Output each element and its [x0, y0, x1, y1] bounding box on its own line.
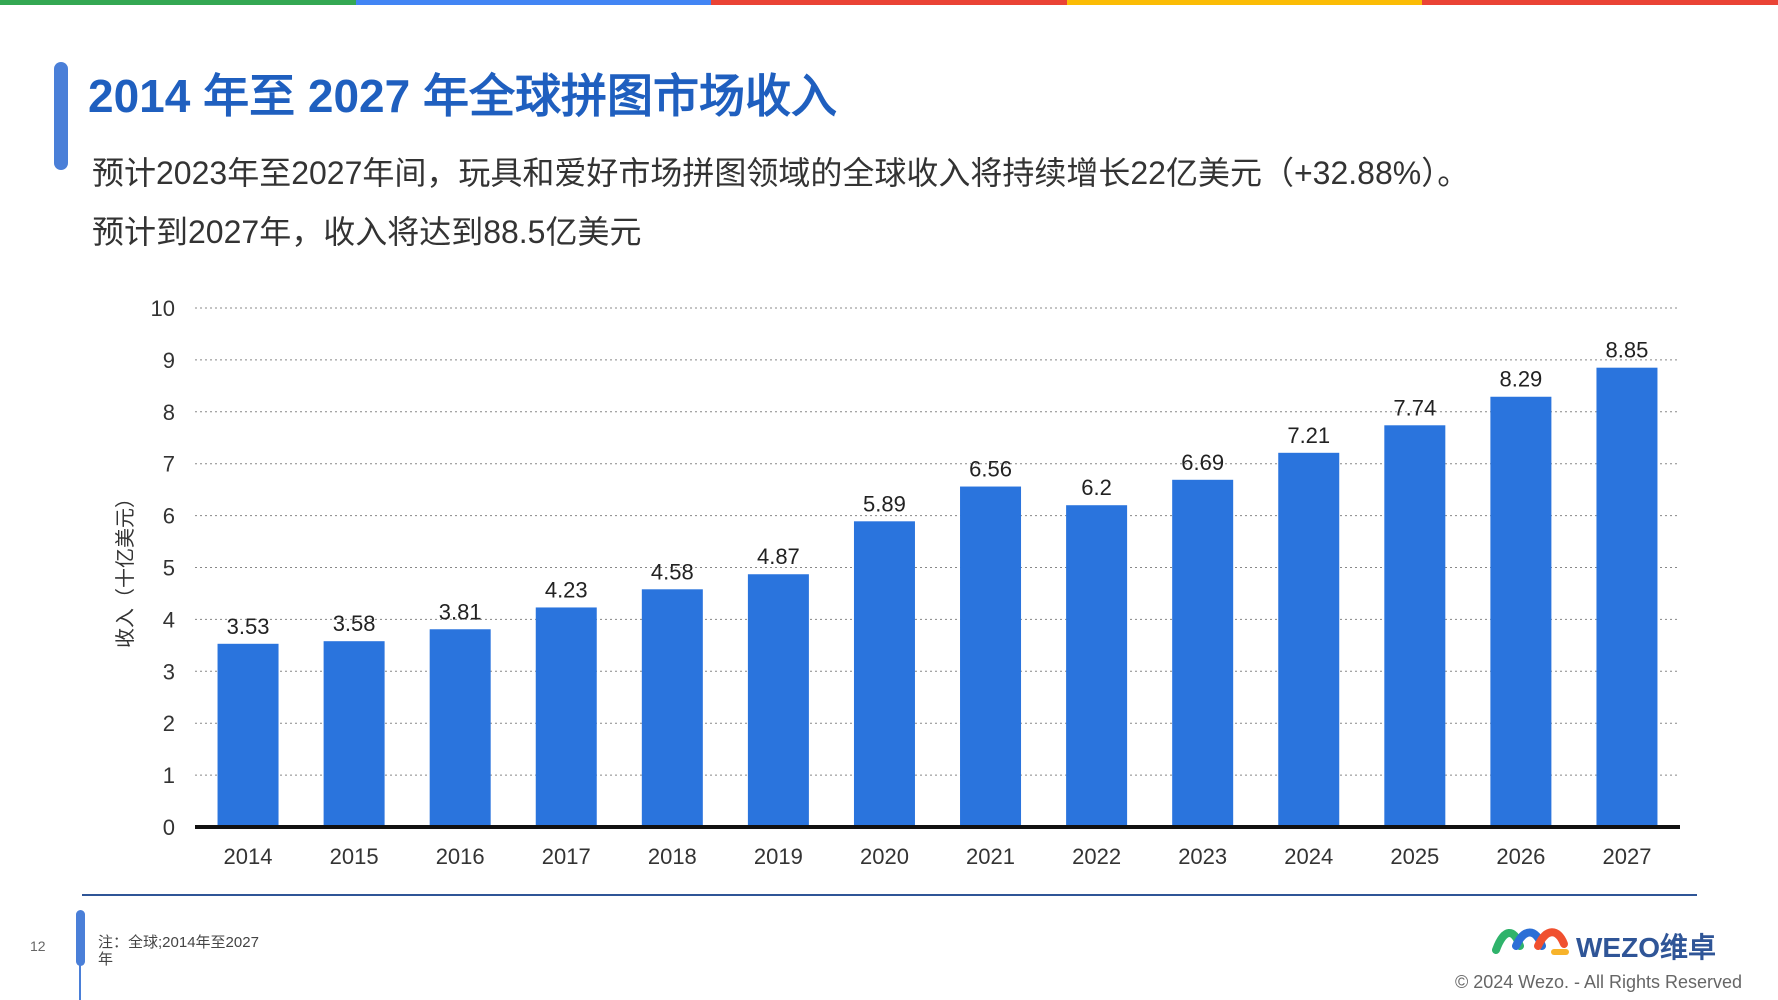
- data-label: 4.58: [651, 559, 694, 584]
- footnote: 注：全球;2014年至2027年: [98, 934, 259, 968]
- data-label: 3.81: [439, 599, 482, 624]
- x-tick-label: 2027: [1602, 844, 1651, 869]
- y-axis-ticks: 0 1 2 3 4 5 6 7 8 9 10: [151, 296, 175, 840]
- bar: [960, 486, 1022, 827]
- wezo-logo-icon: [1492, 928, 1569, 955]
- x-tick-label: 2018: [648, 844, 697, 869]
- x-tick-label: 2019: [754, 844, 803, 869]
- top-strip-segment-red: [711, 0, 1067, 5]
- top-strip-segment-orange: [1422, 0, 1778, 5]
- bar: [747, 574, 809, 827]
- value-labels: 3.53 3.58 3.81 4.23 4.58 4.87 5.89 6.56 6.2 6.69 7…: [227, 338, 1649, 639]
- bar: [429, 629, 491, 827]
- y-tick-label: 10: [151, 296, 175, 321]
- y-tick-label: 5: [163, 556, 175, 581]
- revenue-bar-chart: 0 1 2 3 4 5 6 7 8 9 10 3.53 3.58 3.81 4.23 4.58 4.87 5.8…: [114, 296, 1680, 869]
- data-label: 7.74: [1393, 395, 1436, 420]
- bars: [217, 367, 1658, 827]
- bar: [1490, 396, 1552, 827]
- x-tick-label: 2024: [1284, 844, 1333, 869]
- x-axis-ticks: 2014 2015 2016 2017 2018 2019 2020 2021 2022 2023…: [224, 844, 1652, 869]
- y-axis-label: 收入（十亿美元）: [114, 488, 137, 648]
- x-tick-label: 2021: [966, 844, 1015, 869]
- grid-lines: [195, 307, 1680, 776]
- page-number: 12: [30, 938, 46, 954]
- y-tick-label: 3: [163, 659, 175, 684]
- x-tick-label: 2026: [1496, 844, 1545, 869]
- bar: [1278, 452, 1340, 827]
- footer-accent-line: [79, 964, 81, 1000]
- data-label: 6.69: [1181, 450, 1224, 475]
- x-tick-label: 2017: [542, 844, 591, 869]
- x-tick-label: 2020: [860, 844, 909, 869]
- data-label: 7.21: [1287, 423, 1330, 448]
- y-tick-label: 9: [163, 348, 175, 373]
- data-label: 3.58: [333, 611, 376, 636]
- bar: [641, 589, 703, 827]
- x-tick-label: 2014: [224, 844, 273, 869]
- bar: [1596, 367, 1658, 827]
- top-strip-segment-yellow: [1066, 0, 1423, 5]
- bar: [1172, 479, 1234, 827]
- page-title: 2014 年至 2027 年全球拼图市场收入: [88, 70, 838, 122]
- x-tick-label: 2025: [1390, 844, 1439, 869]
- bar: [1384, 425, 1446, 827]
- bar: [535, 607, 597, 827]
- x-tick-label: 2023: [1178, 844, 1227, 869]
- top-color-strip: [0, 0, 1778, 5]
- bar: [1066, 505, 1128, 827]
- top-strip-segment-green: [0, 0, 356, 5]
- footer-divider: [82, 894, 1697, 896]
- bar: [217, 643, 279, 827]
- y-tick-label: 2: [163, 711, 175, 736]
- top-strip-segment-blue: [355, 0, 712, 5]
- y-tick-label: 0: [163, 815, 175, 840]
- y-tick-label: 1: [163, 763, 175, 788]
- x-tick-label: 2015: [330, 844, 379, 869]
- data-label: 8.85: [1606, 338, 1649, 363]
- data-label: 6.2: [1081, 475, 1112, 500]
- bar: [323, 641, 385, 827]
- y-tick-label: 7: [163, 452, 175, 477]
- data-label: 6.56: [969, 457, 1012, 482]
- wezo-logo: WEZO维卓: [1492, 922, 1722, 963]
- x-tick-label: 2022: [1072, 844, 1121, 869]
- copyright-text: © 2024 Wezo. - All Rights Reserved: [1455, 972, 1743, 992]
- y-tick-label: 6: [163, 504, 175, 529]
- x-tick-label: 2016: [436, 844, 485, 869]
- data-label: 3.53: [227, 614, 270, 639]
- logo-text: WEZO维卓: [1576, 932, 1716, 963]
- data-label: 8.29: [1499, 367, 1542, 392]
- data-label: 5.89: [863, 491, 906, 516]
- footer-accent-bar: [76, 910, 85, 966]
- subtitle-line-1: 预计2023年至2027年间，玩具和爱好市场拼图领域的全球收入将持续增长22亿美…: [92, 155, 1470, 191]
- y-tick-label: 8: [163, 400, 175, 425]
- title-accent-bar: [54, 62, 68, 170]
- data-label: 4.87: [757, 544, 800, 569]
- y-tick-label: 4: [163, 607, 175, 632]
- bar: [853, 521, 915, 827]
- data-label: 4.23: [545, 577, 588, 602]
- subtitle-line-2: 预计到2027年，收入将达到88.5亿美元: [92, 214, 642, 250]
